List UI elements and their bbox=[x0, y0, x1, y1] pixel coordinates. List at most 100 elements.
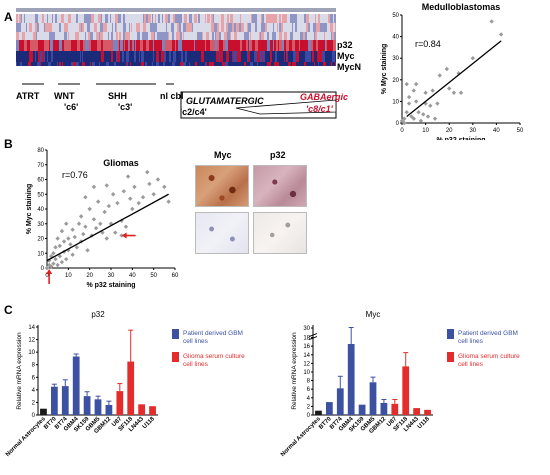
heatmap-cell bbox=[225, 62, 228, 66]
heatmap-cell bbox=[210, 23, 211, 32]
heatmap-cell bbox=[64, 23, 67, 32]
heatmap-cell bbox=[24, 23, 26, 32]
heatmap-cell bbox=[304, 62, 306, 66]
heatmap-cell bbox=[37, 23, 39, 32]
heatmap-cell bbox=[217, 23, 219, 32]
heatmap-cell bbox=[161, 51, 164, 62]
chart-title: p32 bbox=[91, 310, 105, 319]
heatmap-cell bbox=[93, 23, 94, 32]
heatmap-cell bbox=[143, 14, 144, 23]
heatmap-cell bbox=[113, 40, 115, 51]
heatmap-cell bbox=[228, 51, 229, 62]
x-tick-label: 10 bbox=[422, 128, 429, 134]
heatmap-cell bbox=[22, 32, 25, 40]
heatmap-cell bbox=[238, 14, 240, 23]
heatmap-cell bbox=[250, 62, 253, 66]
y-tick-label: 40 bbox=[392, 35, 399, 41]
data-point bbox=[98, 221, 103, 226]
heatmap-cell bbox=[247, 23, 248, 32]
heatmap-cell bbox=[255, 40, 256, 51]
heatmap-cell bbox=[256, 40, 258, 51]
data-point bbox=[83, 195, 88, 200]
heatmap-cell bbox=[52, 23, 54, 32]
data-point bbox=[96, 199, 101, 204]
heatmap-cell bbox=[79, 23, 81, 32]
x-tick-label: 50 bbox=[150, 273, 157, 279]
heatmap-cell bbox=[146, 23, 149, 32]
heatmap-cell bbox=[32, 23, 33, 32]
heatmap-cell bbox=[331, 51, 332, 62]
heatmap-cell bbox=[48, 14, 50, 23]
heatmap-cell bbox=[45, 32, 47, 40]
y-tick-label: 50 bbox=[37, 192, 44, 198]
heatmap-cell bbox=[34, 14, 35, 23]
heatmap-cell bbox=[101, 14, 102, 23]
heatmap-cell bbox=[330, 32, 331, 40]
heatmap-cell bbox=[331, 32, 332, 40]
data-point bbox=[399, 118, 405, 124]
data-point bbox=[110, 192, 116, 197]
heatmap-cell bbox=[161, 62, 163, 66]
data-point bbox=[435, 101, 440, 106]
heatmap-cell bbox=[156, 14, 158, 23]
heatmap-cell bbox=[314, 62, 315, 66]
heatmap-cell bbox=[64, 51, 66, 62]
heatmap-cell bbox=[304, 23, 306, 32]
heatmap-cell bbox=[293, 23, 295, 32]
heatmap-cell bbox=[16, 40, 19, 51]
heatmap-cell bbox=[62, 40, 64, 51]
ihc-image-myc-low bbox=[195, 212, 249, 254]
y-tick-label: 16 bbox=[303, 344, 310, 350]
heatmap-cell bbox=[181, 23, 183, 32]
bar bbox=[40, 408, 47, 415]
heatmap-cell bbox=[281, 62, 283, 66]
heatmap-cell bbox=[308, 40, 311, 51]
heatmap-cell bbox=[230, 14, 231, 23]
heatmap-cell bbox=[252, 14, 255, 23]
heatmap-cell bbox=[297, 14, 299, 23]
bar bbox=[413, 408, 421, 415]
heatmap-cell bbox=[33, 23, 34, 32]
heatmap-graphic bbox=[16, 8, 336, 66]
data-point bbox=[418, 118, 424, 124]
heatmap-cell bbox=[100, 40, 101, 51]
heatmap-cell bbox=[98, 62, 99, 66]
heatmap-cell bbox=[250, 40, 252, 51]
heatmap-cell bbox=[189, 23, 192, 32]
heatmap-cell bbox=[146, 32, 148, 40]
heatmap-cell bbox=[187, 51, 190, 62]
heatmap-cell bbox=[114, 62, 115, 66]
heatmap-cell bbox=[154, 40, 157, 51]
heatmap-cell bbox=[63, 62, 65, 66]
heatmap-cell bbox=[141, 14, 143, 23]
data-point bbox=[53, 245, 58, 250]
heatmap-cell bbox=[277, 14, 279, 23]
heatmap-cell bbox=[198, 14, 200, 23]
y-tick-label: 0 bbox=[307, 413, 311, 419]
heatmap-cell bbox=[113, 51, 116, 62]
heatmap-cell bbox=[104, 62, 105, 66]
heatmap-cell bbox=[178, 62, 180, 66]
data-point bbox=[155, 177, 161, 182]
heatmap-cell bbox=[311, 40, 313, 51]
data-point bbox=[444, 66, 450, 72]
heatmap-cell bbox=[215, 62, 218, 66]
heatmap-cell bbox=[205, 62, 206, 66]
heatmap-cell bbox=[59, 32, 62, 40]
heatmap-cell bbox=[210, 40, 213, 51]
data-point bbox=[470, 56, 475, 61]
data-point bbox=[91, 217, 97, 222]
heatmap-cell bbox=[32, 62, 35, 66]
heatmap-cell bbox=[306, 23, 308, 32]
heatmap-cell bbox=[60, 51, 63, 62]
heatmap-cell bbox=[311, 14, 313, 23]
heatmap-cell bbox=[30, 32, 33, 40]
heatmap-cell bbox=[125, 14, 128, 23]
heatmap-cell bbox=[219, 32, 221, 40]
heatmap-cell bbox=[42, 23, 43, 32]
x-axis-label: % p32 staining bbox=[86, 282, 135, 289]
heatmap-cell bbox=[69, 23, 72, 32]
heatmap-cell bbox=[274, 14, 277, 23]
heatmap-cell bbox=[270, 51, 272, 62]
heatmap-cell bbox=[101, 40, 102, 51]
